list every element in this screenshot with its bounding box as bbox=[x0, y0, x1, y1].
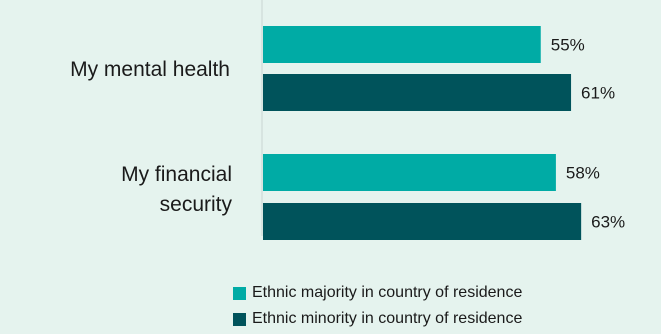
bar-mental-health-majority bbox=[263, 26, 541, 63]
category-label-line: My mental health bbox=[70, 58, 230, 81]
category-label-line: My financial bbox=[121, 163, 232, 186]
legend: Ethnic majority in country of residence … bbox=[233, 280, 522, 332]
legend-label-minority: Ethnic minority in country of residence bbox=[252, 310, 523, 327]
bar-financial-security-minority bbox=[263, 203, 582, 240]
category-label-line: security bbox=[159, 193, 232, 216]
data-label-financial-security-majority: 58% bbox=[566, 164, 600, 183]
data-label-mental-health-minority: 61% bbox=[581, 84, 615, 103]
category-label-financial-security: My financial security bbox=[121, 160, 232, 220]
data-label-mental-health-majority: 55% bbox=[551, 36, 585, 55]
bar-financial-security-majority bbox=[263, 154, 556, 191]
legend-item-majority: Ethnic majority in country of residence bbox=[233, 280, 522, 306]
legend-swatch-minority bbox=[233, 312, 246, 326]
legend-label-majority: Ethnic majority in country of residence bbox=[252, 284, 523, 301]
bar-mental-health-minority bbox=[263, 74, 572, 111]
data-labels-layer: 55% 61% 58% 63% bbox=[551, 36, 625, 232]
legend-swatch-majority bbox=[233, 286, 246, 300]
legend-item-minority: Ethnic minority in country of residence bbox=[233, 306, 522, 332]
category-label-mental-health: My mental health bbox=[70, 55, 230, 85]
data-label-financial-security-minority: 63% bbox=[591, 213, 625, 232]
bars-layer bbox=[263, 26, 582, 240]
